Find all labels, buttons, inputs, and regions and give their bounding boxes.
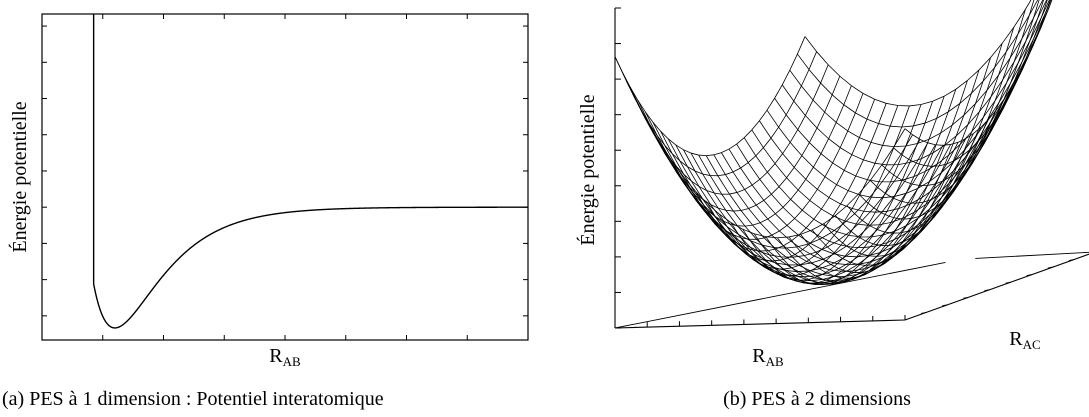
mesh-line-u bbox=[800, 57, 991, 273]
caption-a: (a) PES à 1 dimension : Potentiel intera… bbox=[2, 388, 384, 410]
z-tick bbox=[1047, 266, 1053, 269]
z-tick bbox=[984, 289, 990, 292]
z-tick bbox=[963, 296, 969, 299]
mesh-line-u bbox=[684, 99, 875, 252]
plot-frame bbox=[41, 13, 529, 341]
mesh-line-u bbox=[904, 0, 1053, 146]
z-tick bbox=[1026, 274, 1032, 277]
mesh-line-u bbox=[777, 80, 968, 283]
mesh-line-v bbox=[614, 56, 906, 239]
base-edge-front bbox=[614, 319, 906, 329]
mesh-line-v bbox=[705, 109, 997, 277]
y-axis-label: Énergie potentielle bbox=[576, 94, 599, 245]
mesh-line-u bbox=[765, 89, 957, 285]
mesh-line-u bbox=[753, 96, 945, 285]
base-edge-diagonal bbox=[614, 261, 946, 329]
mesh-line-u bbox=[788, 69, 980, 279]
mesh-line-v bbox=[637, 100, 929, 266]
mesh-line-u bbox=[672, 93, 864, 240]
mesh-line-v bbox=[660, 131, 951, 282]
caption-b: (b) PES à 2 dimensions bbox=[723, 388, 911, 410]
mesh-line-u bbox=[893, 0, 1051, 167]
mesh-line-u bbox=[858, 0, 1040, 220]
figure-a: RAB Énergie potentielle (a) PES à 1 dime… bbox=[2, 13, 529, 410]
mesh-line-v bbox=[781, 0, 1048, 166]
mesh-line-v bbox=[804, 0, 1032, 107]
figure-b: RAB Énergie potentielle RAC (b) PES à 2 … bbox=[545, 0, 1089, 417]
mesh-line-v bbox=[759, 6, 1050, 213]
mesh-line-u bbox=[626, 51, 817, 177]
mesh-line-v bbox=[690, 126, 982, 284]
mesh-line-u bbox=[881, 0, 1048, 186]
mesh-line-v bbox=[797, 0, 1039, 128]
mesh-line-v bbox=[728, 73, 1020, 258]
x-axis-label: RAB bbox=[269, 345, 301, 369]
mesh-line-u bbox=[742, 101, 933, 284]
z-tick bbox=[942, 304, 948, 307]
mesh-line-v bbox=[683, 133, 974, 285]
mesh-line-v bbox=[622, 72, 913, 249]
mesh-line-v bbox=[743, 43, 1035, 238]
mesh-line-v bbox=[667, 138, 959, 284]
y-axis-label: Énergie potentielle bbox=[8, 101, 31, 252]
mesh-line-v bbox=[751, 25, 1043, 226]
morse-curve bbox=[92, 14, 528, 329]
z-axis-label: RAC bbox=[1009, 328, 1040, 352]
mesh-line-u bbox=[649, 75, 841, 212]
chart-2d-surface: RAB Énergie potentielle RAC bbox=[576, 0, 1089, 369]
mesh-line-v bbox=[698, 119, 989, 281]
mesh-line-v bbox=[675, 138, 967, 285]
mesh-line-v bbox=[645, 111, 936, 272]
mesh-line-v bbox=[774, 0, 1050, 183]
mesh-line-v bbox=[736, 59, 1027, 248]
mesh-line-u bbox=[869, 0, 1045, 204]
axis-ticks bbox=[41, 14, 529, 340]
z-tick bbox=[1068, 259, 1074, 262]
z-tick bbox=[921, 311, 927, 314]
chart-1d-plot: RAB Énergie potentielle bbox=[8, 13, 529, 369]
mesh-line-v bbox=[789, 0, 1044, 148]
x-axis-label: RAB bbox=[752, 345, 784, 369]
surface-mesh bbox=[614, 0, 1053, 285]
base-edge-back bbox=[975, 251, 1089, 259]
mesh-line-v bbox=[766, 0, 1052, 199]
mesh-line-u bbox=[614, 36, 806, 157]
z-tick bbox=[1005, 281, 1011, 284]
surface-axes bbox=[614, 7, 1089, 329]
base-edge-right bbox=[904, 253, 1089, 321]
